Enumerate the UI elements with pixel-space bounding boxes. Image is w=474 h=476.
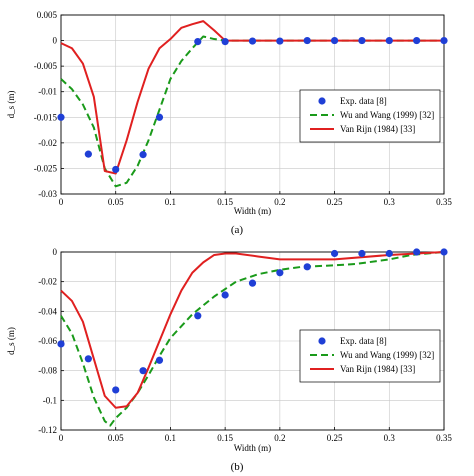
series-line-wu-wang [60,251,445,427]
x-tick-label: 0.25 [327,197,343,207]
data-point-exp [413,248,421,256]
y-tick-label: -0.02 [38,277,57,287]
x-tick-label: 0.2 [274,197,285,207]
data-point-exp [221,37,229,46]
x-tick-label: 0.15 [217,433,233,443]
y-tick-label: -0.025 [34,163,58,173]
data-point-exp [385,249,393,258]
x-tick-label: 0.05 [108,433,124,443]
data-point-exp [248,37,257,45]
data-point-exp [139,367,147,375]
y-axis-label: d_s (m) [6,91,16,119]
x-axis-label: Width (m) [234,206,271,216]
x-tick-label: 0.35 [436,197,452,207]
data-point-exp [248,279,257,287]
data-point-exp [112,165,120,174]
data-point-exp [84,355,92,363]
series-line-van-rijn [60,251,445,409]
y-tick-label: -0.005 [34,61,58,71]
legend: Exp. data [8] Wu and Wang (1999) [32] Van … [299,89,441,143]
data-point-exp [303,263,311,271]
data-point-exp [84,150,92,158]
legend-entry: Van Rijn (1984) [33] [340,124,415,134]
chart-panel-1: 0 0.05 0.1 0.15 0.2 0.25 0.3 0.35 0 -0.02 -0.04 -0.… [6,247,452,473]
data-point-exp [112,386,120,394]
y-tick-label: -0.1 [43,395,57,405]
legend-entry: Exp. data [8] [340,336,387,346]
legend-entry: Wu and Wang (1999) [32] [340,350,434,360]
data-point-exp [139,151,147,159]
data-point-exp [194,312,202,320]
data-point-exp [194,37,202,46]
legend: Exp. data [8] Wu and Wang (1999) [32] Van … [299,329,441,383]
y-tick-label: -0.06 [38,336,57,346]
x-tick-label: 0 [59,197,64,207]
y-axis-label: d_s (m) [6,327,16,355]
data-point-exp [330,249,339,258]
legend-entry: Van Rijn (1984) [33] [340,364,415,374]
y-tick-label: -0.08 [38,366,57,376]
panel-label: (a) [231,224,244,236]
y-tick-label: -0.04 [38,306,57,316]
data-point-exp [57,113,65,121]
series-line-van-rijn [60,20,444,175]
y-tick-label: -0.02 [38,138,57,148]
data-point-exp [330,36,339,45]
y-tick-label: -0.12 [38,425,57,435]
x-tick-label: 0.3 [384,433,396,443]
data-point-exp [221,291,229,299]
legend-marker-exp [318,337,326,345]
data-point-exp [385,36,393,45]
x-tick-label: 0.25 [327,433,343,443]
legend-entry: Exp. data [8] [340,96,387,106]
x-tick-label: 0.15 [217,197,233,207]
y-tick-label: 0 [53,36,58,46]
x-tick-label: 0.2 [274,433,285,443]
chart-panel-0: 0 0.05 0.1 0.15 0.2 0.25 0.3 0.35 0.005 0 -0.005 -0… [6,10,452,236]
x-tick-label: 0.35 [436,433,452,443]
x-tick-label: 0.05 [108,197,124,207]
data-point-exp [155,356,164,364]
y-tick-label: -0.015 [34,112,58,122]
panel-label: (b) [231,461,244,473]
data-point-exp [155,113,164,121]
y-tick-label: -0.03 [38,189,57,199]
plot-frame [60,14,445,195]
y-tick-label: 0.005 [37,10,58,20]
legend-entry: Wu and Wang (1999) [32] [340,110,434,120]
x-tick-label: 0.3 [384,197,396,207]
data-point-exp [358,249,366,258]
x-axis-label: Width (m) [234,443,271,453]
data-point-exp [57,340,65,348]
data-point-exp [276,37,284,45]
x-tick-label: 0.1 [165,197,176,207]
y-tick-label: 0 [53,247,58,257]
x-tick-label: 0.1 [165,433,176,443]
x-tick-label: 0 [59,433,64,443]
data-point-exp [440,36,448,45]
data-point-exp [413,36,421,45]
y-tick-label: -0.01 [38,87,57,97]
legend-marker-exp [318,97,326,105]
data-point-exp [303,36,311,45]
data-point-exp [276,269,284,277]
data-point-exp [358,36,366,45]
data-point-exp [440,248,448,256]
